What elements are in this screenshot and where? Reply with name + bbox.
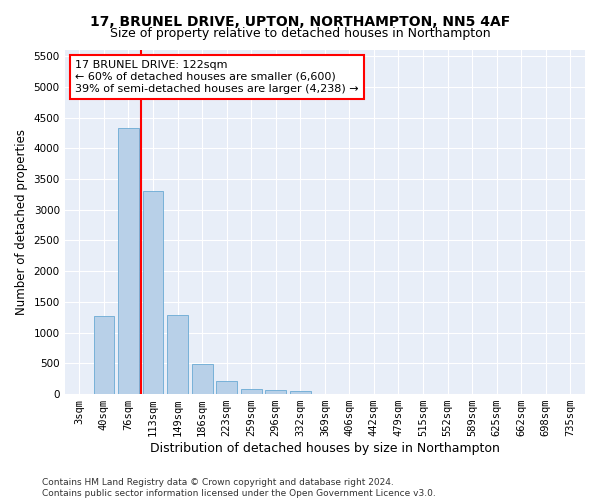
- Y-axis label: Number of detached properties: Number of detached properties: [15, 129, 28, 315]
- Bar: [265, 390, 286, 394]
- Bar: [143, 192, 163, 394]
- Bar: [118, 128, 139, 394]
- Text: Contains HM Land Registry data © Crown copyright and database right 2024.
Contai: Contains HM Land Registry data © Crown c…: [42, 478, 436, 498]
- Bar: [216, 381, 237, 394]
- Bar: [290, 390, 311, 394]
- Text: Size of property relative to detached houses in Northampton: Size of property relative to detached ho…: [110, 28, 490, 40]
- Bar: [241, 389, 262, 394]
- Bar: [167, 316, 188, 394]
- Text: 17 BRUNEL DRIVE: 122sqm
← 60% of detached houses are smaller (6,600)
39% of semi: 17 BRUNEL DRIVE: 122sqm ← 60% of detache…: [75, 60, 359, 94]
- Bar: [94, 316, 115, 394]
- Bar: [191, 364, 212, 394]
- X-axis label: Distribution of detached houses by size in Northampton: Distribution of detached houses by size …: [150, 442, 500, 455]
- Text: 17, BRUNEL DRIVE, UPTON, NORTHAMPTON, NN5 4AF: 17, BRUNEL DRIVE, UPTON, NORTHAMPTON, NN…: [90, 15, 510, 29]
